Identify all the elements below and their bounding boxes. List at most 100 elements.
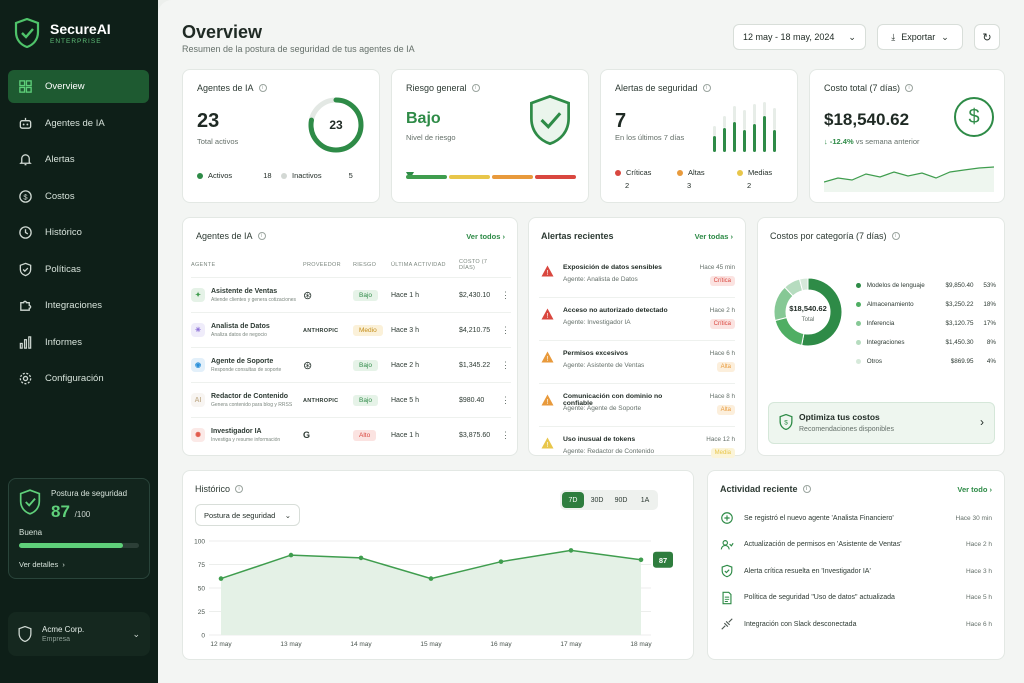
y-tick-label: 0 — [201, 633, 205, 640]
info-icon[interactable]: i — [802, 485, 811, 493]
alert-item[interactable]: ! Exposición de datos sensibles Agente: An… — [539, 258, 735, 298]
data-point[interactable] — [568, 548, 574, 553]
more-options-icon[interactable]: ⋮ — [501, 394, 510, 405]
plus-circle-icon — [721, 512, 733, 524]
range-tab-30d[interactable]: 30D — [590, 496, 604, 504]
alert-title: Exposición de datos sensibles — [563, 264, 662, 271]
kpi-agents-card[interactable]: Agentes de IA i 23 Total activos 23 Activ… — [182, 69, 380, 203]
history-card: Histórico i Postura de seguridad ⌄ 7D 30D 90… — [182, 470, 694, 660]
range-tab-90d[interactable]: 90D — [614, 496, 628, 504]
info-icon[interactable]: i — [702, 84, 711, 92]
kpi-cost-title: Costo total (7 días) — [824, 83, 901, 93]
sidebar-item-pol-ticas[interactable]: Políticas — [8, 253, 149, 286]
puzzle-icon — [20, 300, 32, 311]
alert-item[interactable]: ! Comunicación con dominio no confiable Ag… — [539, 387, 735, 427]
donut-slice[interactable] — [801, 277, 843, 347]
more-options-icon[interactable]: ⋮ — [501, 324, 510, 335]
agent-name[interactable]: Investigador IA — [211, 427, 262, 435]
agent-name[interactable]: Analista de Datos — [211, 322, 270, 330]
sidebar-item-label: Configuración — [45, 373, 104, 384]
range-tab-1a[interactable]: 1A — [640, 496, 650, 504]
costs-donut: $18,540.62 Total — [773, 277, 843, 347]
alert-item[interactable]: ! Permisos excesivos Agente: Asistente de … — [539, 344, 735, 384]
info-icon[interactable]: i — [891, 232, 900, 240]
more-options-icon[interactable]: ⋮ — [501, 289, 510, 300]
activity-view-all-link[interactable]: Ver todo › — [957, 485, 992, 494]
refresh-icon: ↻ — [982, 31, 992, 44]
sidebar-item-configuraci-n[interactable]: Configuración — [8, 362, 149, 395]
activity-item[interactable]: Alerta crítica resuelta en 'Investigador… — [720, 558, 992, 584]
x-tick-label: 13 may — [280, 641, 302, 648]
agent-name[interactable]: Asistente de Ventas — [211, 287, 278, 295]
alerts-high: Altas 3 — [677, 168, 705, 190]
alert-item[interactable]: ! Uso inusual de tokens Agente: Redactor d… — [539, 430, 735, 470]
kpi-alerts-card[interactable]: Alertas de seguridad i 7 En los últimos 7… — [600, 69, 798, 203]
activity-item[interactable]: Integración con Slack desconectada Hace 6… — [720, 611, 992, 637]
activity-item[interactable]: Política de seguridad "Uso de datos" act… — [720, 585, 992, 611]
info-icon[interactable]: i — [471, 84, 480, 92]
more-options-icon[interactable]: ⋮ — [501, 359, 510, 370]
history-chart: 100 75 50 25 0 12 may 13 may 14 may 15 may 16 may… — [194, 539, 673, 648]
history-metric-select[interactable]: Postura de seguridad ⌄ — [195, 504, 300, 526]
data-point[interactable] — [288, 552, 294, 558]
kpi-agents-caption: Total activos — [197, 137, 239, 146]
shield-icon — [18, 626, 32, 642]
date-range-picker[interactable]: 12 may - 18 may, 2024 ⌄ — [733, 24, 866, 50]
table-row[interactable]: ✳ Analista de Datos Analiza datos de negoc… — [191, 312, 511, 348]
info-icon[interactable]: i — [258, 84, 267, 92]
sidebar-item-costos[interactable]: $ Costos — [8, 180, 149, 213]
donut-slice[interactable] — [774, 316, 805, 346]
brand-name: SecureAI — [50, 21, 111, 37]
agent-name[interactable]: Redactor de Contenido — [211, 392, 289, 400]
sidebar-item-integraciones[interactable]: Integraciones — [8, 289, 149, 322]
alert-agent: Agente: Analista de Datos — [563, 276, 638, 283]
info-icon[interactable]: i — [235, 485, 244, 493]
export-label: Exportar — [901, 32, 936, 42]
sidebar-item-hist-rico[interactable]: Histórico — [8, 216, 149, 249]
data-point[interactable] — [218, 576, 224, 581]
alerts-sparkbars — [713, 102, 776, 152]
export-button[interactable]: ⤓ Exportar ⌄ — [877, 24, 963, 50]
table-row[interactable]: ✦ Asistente de Ventas Atiende clientes y g… — [191, 277, 511, 313]
table-row[interactable]: AI Redactor de Contenido Genera contenido … — [191, 382, 511, 418]
activity-item[interactable]: Se registró el nuevo agente 'Analista Fi… — [720, 505, 992, 531]
table-row[interactable]: ✺ Investigador IA Investiga y resume infor… — [191, 417, 511, 453]
clock-icon — [19, 226, 32, 239]
more-options-icon[interactable]: ⋮ — [501, 429, 510, 440]
agent-desc: Genera contenido para blog y RRSS — [211, 401, 293, 408]
donut-slice[interactable] — [798, 277, 809, 292]
cost-category: Otros — [866, 358, 883, 365]
cost-pct: 8% — [986, 339, 996, 346]
sidebar-item-agentes-de-ia[interactable]: Agentes de IA — [8, 107, 149, 140]
info-icon[interactable]: i — [905, 84, 914, 92]
org-switcher[interactable]: Acme Corp. Empresa ⌄ — [8, 612, 150, 656]
sidebar-item-alertas[interactable]: Alertas — [8, 143, 149, 176]
last-activity: Hace 1 h — [391, 417, 459, 453]
optimize-costs-banner[interactable]: $ Optimiza tus costos Recomendaciones di… — [768, 402, 995, 444]
alert-agent: Agente: Redactor de Contenido — [563, 448, 655, 455]
alerts-view-all-link[interactable]: Ver todas › — [694, 232, 733, 241]
data-point[interactable] — [498, 559, 504, 564]
activity-time: Hace 3 h — [965, 567, 992, 575]
data-point[interactable] — [358, 555, 364, 561]
activity-item[interactable]: Actualización de permisos en 'Asistente … — [720, 532, 992, 558]
sidebar-item-overview[interactable]: Overview — [8, 70, 149, 103]
info-icon[interactable]: i — [257, 232, 266, 240]
last-activity: Hace 5 h — [391, 382, 459, 418]
sidebar-item-informes[interactable]: Informes — [8, 326, 149, 359]
col-cost: COSTO (7 DÍAS) — [459, 259, 488, 271]
kpi-cost-card[interactable]: Costo total (7 días) i $18,540.62 ↓ -12.4… — [809, 69, 1005, 203]
y-tick-label: 75 — [198, 562, 206, 569]
kpi-risk-card[interactable]: Riesgo general i Bajo Nivel de riesgo — [391, 69, 589, 203]
range-tab-7d[interactable]: 7D — [562, 492, 584, 508]
data-point[interactable] — [638, 557, 644, 563]
data-point[interactable] — [428, 576, 434, 581]
table-row[interactable]: ◉ Agente de Soporte Responde consultas de … — [191, 347, 511, 383]
refresh-button[interactable]: ↻ — [974, 24, 1000, 50]
alert-item[interactable]: ! Acceso no autorizado detectado Agente: I… — [539, 301, 735, 341]
agent-name[interactable]: Agente de Soporte — [211, 357, 274, 365]
agents-view-all-link[interactable]: Ver todos › — [466, 232, 505, 241]
cost-pct: 17% — [983, 320, 996, 327]
posture-details-link[interactable]: Ver detalles › — [19, 560, 65, 569]
brand[interactable]: SecureAI ENTERPRISE — [14, 18, 111, 48]
